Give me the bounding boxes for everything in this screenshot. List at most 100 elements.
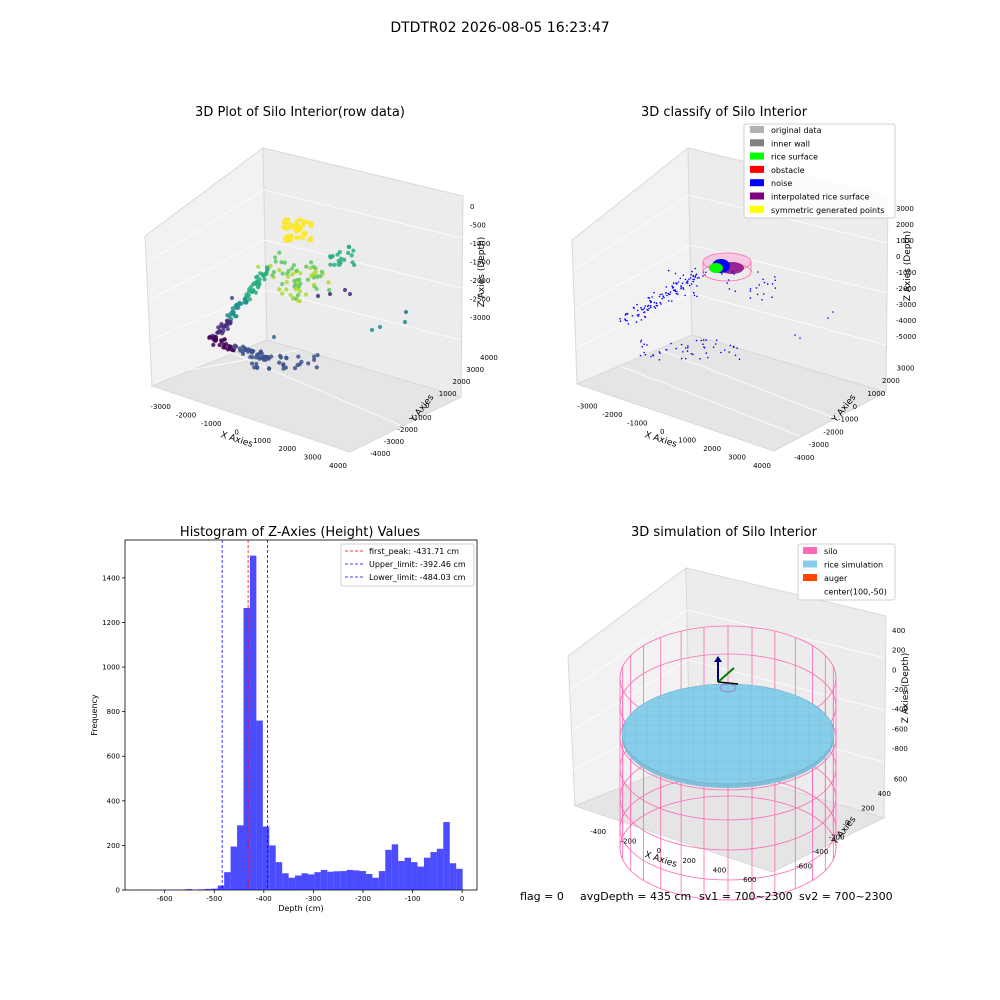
- sim-y-tick-label: -400: [812, 848, 828, 856]
- raw-data-point: [264, 270, 269, 276]
- raw-data-point: [313, 269, 318, 274]
- simulation-legend-swatch: [803, 574, 817, 581]
- histogram-y-tick-label: 200: [107, 842, 120, 850]
- raw-data-point: [351, 248, 356, 253]
- raw-3d-title: 3D Plot of Silo Interior(row data): [195, 105, 405, 120]
- panel-classify-3d: 3D classify of Silo Interior X Axies Y A…: [571, 105, 916, 470]
- histogram-bar: [249, 555, 257, 890]
- status-sv1: sv1 = 700~2300: [699, 890, 793, 903]
- noise-point: [647, 309, 649, 312]
- histogram-bar: [243, 607, 250, 890]
- noise-point: [658, 295, 661, 298]
- rice-surface-cluster: [709, 263, 723, 273]
- noise-point: [685, 281, 688, 284]
- noise-point: [695, 273, 698, 276]
- histogram-legend-box: [340, 543, 475, 587]
- histogram-bar: [359, 871, 366, 890]
- auger-marker: [714, 656, 739, 693]
- raw-data-point: [254, 282, 259, 287]
- sim-z-tick-label: 400: [892, 627, 905, 635]
- raw-data-point: [315, 293, 321, 299]
- histogram-bar: [217, 885, 225, 890]
- histogram-x-tick-label: -100: [405, 895, 421, 903]
- raw-data-point: [225, 326, 230, 331]
- raw-data-point: [216, 325, 221, 330]
- raw-data-point: [295, 293, 301, 298]
- raw-data-point: [319, 269, 324, 274]
- raw-data-point: [261, 357, 266, 362]
- raw-data-point: [273, 255, 278, 260]
- noise-point: [749, 297, 752, 299]
- raw-data-point: [300, 236, 305, 241]
- raw-data-point: [284, 287, 289, 292]
- noise-point: [738, 358, 741, 361]
- raw-data-point: [290, 224, 295, 229]
- raw-data-point: [287, 225, 292, 230]
- sim-x-tick-label: 0: [657, 847, 661, 855]
- raw-data-point: [269, 354, 274, 359]
- classify-legend-label: noise: [771, 179, 792, 188]
- noise-point: [684, 278, 687, 281]
- noise-point: [761, 299, 763, 301]
- noise-point: [638, 313, 640, 316]
- raw-data-point: [315, 353, 320, 358]
- raw-data-point: [337, 262, 342, 267]
- raw-data-point: [298, 227, 303, 232]
- raw-data-point: [224, 341, 229, 347]
- histogram-ticks: -600 -500 -400 -300 -200 -100 0 0 200 400 600 800 10…: [102, 574, 464, 903]
- noise-point: [729, 344, 732, 347]
- raw-y-tick-label: -1000: [411, 414, 431, 422]
- histogram-bar: [314, 872, 321, 890]
- panel-raw-3d: 3D Plot of Silo Interior(row data) X Axi…: [144, 105, 498, 470]
- cls-y-tick-label: 3000: [897, 364, 915, 372]
- classify-legend-label: interpolated rice surface: [771, 193, 869, 202]
- histogram-bars: [140, 555, 463, 890]
- simulation-legend-box: [797, 543, 896, 601]
- noise-point: [695, 339, 698, 342]
- raw-data-point: [230, 306, 235, 311]
- noise-point: [675, 292, 678, 295]
- noise-point: [654, 307, 657, 309]
- classify-legend-label: obstacle: [771, 166, 805, 175]
- raw-data-point: [246, 293, 251, 298]
- raw-data-point: [288, 292, 293, 298]
- raw-data-point: [255, 365, 260, 370]
- cls-z-tick-label: -2000: [896, 285, 916, 293]
- histogram-bar: [320, 869, 328, 890]
- raw-data-point: [227, 319, 232, 324]
- noise-point: [640, 306, 642, 309]
- raw-data-point: [306, 220, 311, 225]
- noise-point: [692, 353, 694, 356]
- raw-data-point: [254, 352, 260, 357]
- raw-data-point: [281, 224, 286, 229]
- raw-data-point: [217, 342, 222, 348]
- sim-z-tick-label: 0: [892, 666, 896, 674]
- raw-data-point: [236, 305, 241, 310]
- histogram-bar: [211, 888, 218, 890]
- raw-data-point: [293, 283, 298, 288]
- noise-point: [702, 275, 704, 277]
- cls-x-tick-label: -1000: [627, 419, 647, 427]
- raw-data-point: [285, 221, 290, 226]
- noise-point: [696, 285, 698, 287]
- classify-3d-ticks: -3000 -2000 -1000 0 1000 2000 3000 4000 -4000 -30…: [577, 205, 916, 470]
- noise-point: [734, 290, 737, 293]
- noise-point: [677, 293, 679, 296]
- raw-3d-zlabel: Z Axies (Depth): [477, 237, 487, 308]
- raw-data-point: [277, 360, 282, 365]
- cls-z-tick-label: 3000: [896, 205, 914, 213]
- raw-data-point: [251, 349, 256, 354]
- noise-point: [626, 313, 628, 316]
- raw-data-point: [286, 268, 291, 274]
- raw-y-tick-label: -2000: [398, 426, 418, 434]
- noise-point: [644, 353, 647, 356]
- histogram-bar: [456, 868, 463, 890]
- classify-legend-label: rice surface: [771, 153, 818, 162]
- noise-point: [648, 307, 650, 310]
- raw-data-point: [253, 290, 258, 295]
- classify-legend-swatch: [750, 165, 764, 173]
- panel-histogram: Histogram of Z-Axies (Height) Values -60…: [90, 525, 478, 913]
- noise-point: [723, 349, 726, 351]
- histogram-bar: [417, 866, 424, 890]
- cls-y-tick-label: 1000: [867, 390, 885, 398]
